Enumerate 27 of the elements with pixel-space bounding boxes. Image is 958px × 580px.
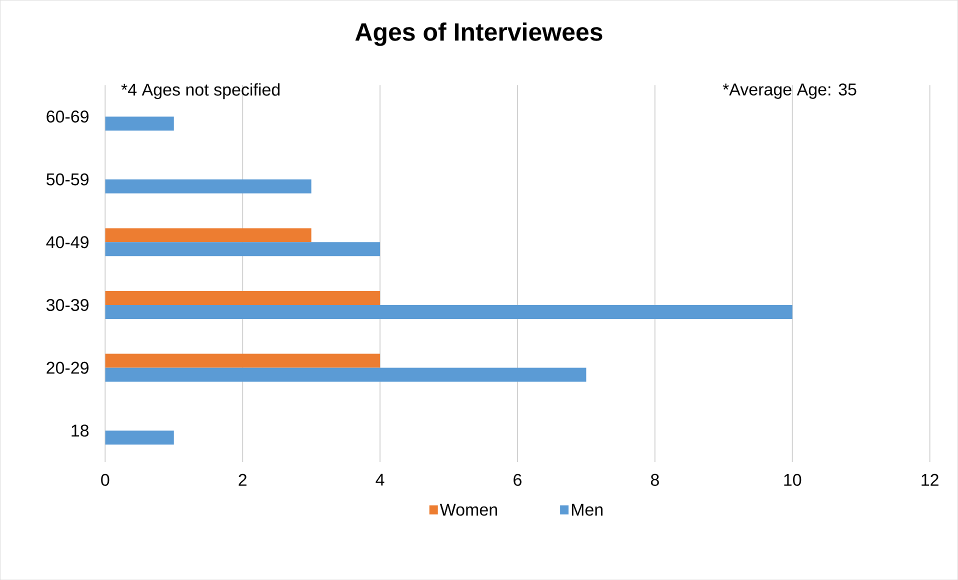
x-tick-label: 0 xyxy=(101,474,110,486)
chart-title: Ages of Interviewees xyxy=(355,22,602,46)
bar xyxy=(105,116,174,130)
annotation: *4 Ages not specified xyxy=(121,83,280,99)
bar xyxy=(105,368,586,382)
bar xyxy=(105,354,380,368)
bar xyxy=(105,228,312,242)
x-tick-label: 8 xyxy=(650,474,659,486)
bar xyxy=(105,290,380,305)
x-tick-label: 2 xyxy=(238,474,246,486)
y-tick-label: 40-49 xyxy=(46,236,88,248)
y-tick-label: 30-39 xyxy=(46,298,88,311)
legend-label: Men xyxy=(572,504,602,516)
bar xyxy=(105,179,312,194)
x-tick-label: 10 xyxy=(784,474,802,486)
y-tick-label: 60-69 xyxy=(46,110,88,123)
annotation: *Average Age: 35 xyxy=(722,83,856,99)
x-tick-label: 12 xyxy=(922,474,938,486)
bar xyxy=(105,242,380,256)
y-tick-label: 50-59 xyxy=(46,173,88,186)
y-tick-label: 20-29 xyxy=(46,362,88,374)
bar xyxy=(105,430,174,445)
x-tick-label: 4 xyxy=(376,474,384,486)
y-tick-label: 18 xyxy=(72,424,89,437)
legend-label: Women xyxy=(440,504,497,516)
x-tick-label: 6 xyxy=(514,474,522,486)
bar xyxy=(105,304,792,319)
